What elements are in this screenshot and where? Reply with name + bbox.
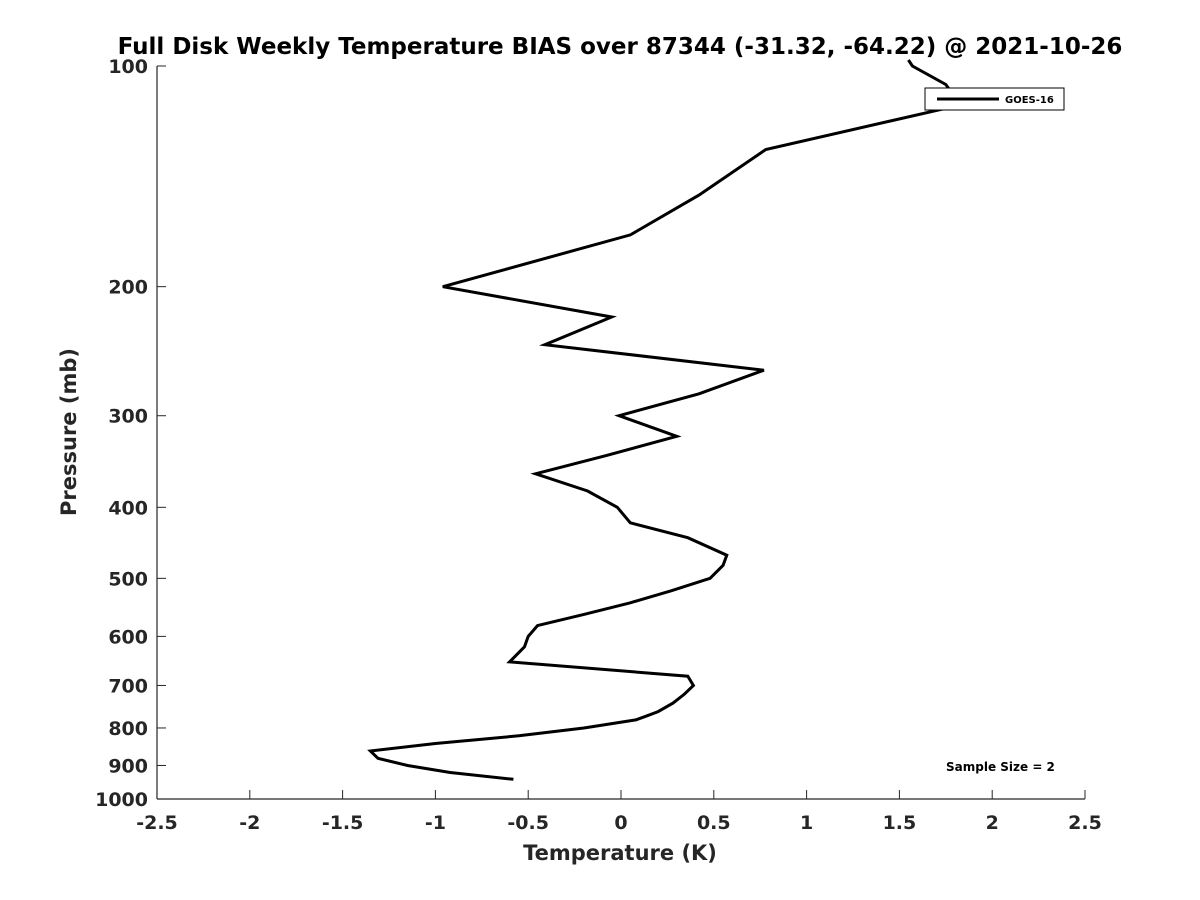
x-tick-label: -0.5 bbox=[507, 812, 549, 834]
legend-label: GOES-16 bbox=[1005, 95, 1054, 106]
y-tick-label: 900 bbox=[108, 755, 148, 777]
x-axis-ticks: -2.5 -2 -1.5 -1 -0.5 0 0.5 1 1.5 2 2.5 bbox=[136, 790, 1102, 834]
y-tick-label: 800 bbox=[108, 718, 148, 740]
y-tick-label: 1000 bbox=[95, 789, 148, 811]
x-tick-label: 2 bbox=[986, 812, 999, 834]
x-tick-label: -1.5 bbox=[322, 812, 364, 834]
x-tick-label: 0 bbox=[614, 812, 627, 834]
y-tick-label: 400 bbox=[108, 497, 148, 519]
x-tick-label: -1 bbox=[425, 812, 446, 834]
series-layer bbox=[367, 59, 964, 781]
chart-title: Full Disk Weekly Temperature BIAS over 8… bbox=[118, 34, 1123, 60]
y-axis-title: Pressure (mb) bbox=[57, 348, 81, 516]
y-tick-label: 200 bbox=[108, 277, 148, 299]
y-tick-label: 100 bbox=[108, 56, 148, 78]
y-tick-label: 600 bbox=[108, 626, 148, 648]
x-axis-title: Temperature (K) bbox=[523, 841, 717, 865]
x-tick-label: -2 bbox=[239, 812, 260, 834]
x-tick-label: 1.5 bbox=[883, 812, 917, 834]
legend: GOES-16 bbox=[924, 87, 1065, 111]
sample-size-annotation: Sample Size = 2 bbox=[946, 760, 1055, 774]
y-tick-label: 500 bbox=[108, 568, 148, 590]
x-tick-label: 2.5 bbox=[1068, 812, 1102, 834]
x-tick-label: -2.5 bbox=[136, 812, 178, 834]
y-tick-label: 300 bbox=[108, 406, 148, 428]
plot-axes bbox=[156, 66, 1085, 800]
x-tick-label: 0.5 bbox=[697, 812, 731, 834]
y-axis-ticks: 100 200 300 400 500 600 700 800 900 1000 bbox=[95, 56, 166, 811]
y-tick-label: 700 bbox=[108, 675, 148, 697]
x-tick-label: 1 bbox=[800, 812, 813, 834]
series-line-goes-16 bbox=[367, 59, 964, 781]
